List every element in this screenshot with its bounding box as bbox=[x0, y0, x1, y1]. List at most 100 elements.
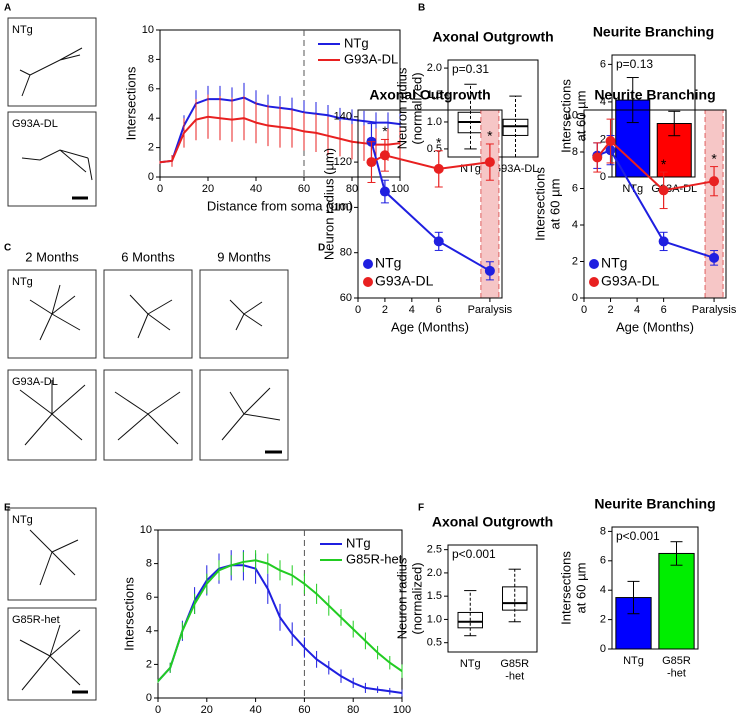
y-tick-label: 2 bbox=[572, 255, 578, 267]
neuron bbox=[114, 391, 181, 445]
x-tick-label: 100 bbox=[391, 183, 409, 195]
y-axis-label: at 60 µm bbox=[573, 91, 588, 142]
image bbox=[7, 111, 97, 207]
series-line bbox=[596, 139, 715, 192]
marker bbox=[709, 176, 720, 187]
plot-frame bbox=[357, 109, 503, 299]
y-tick-label: 80 bbox=[340, 247, 352, 259]
plot-frame bbox=[157, 529, 403, 699]
x-tick-label: NTg bbox=[460, 658, 481, 670]
y-tick-label: 8 bbox=[146, 558, 152, 570]
legend-label: NTg bbox=[375, 255, 401, 271]
y-tick-label: 1.0 bbox=[427, 613, 442, 625]
x-tick-label: 6 bbox=[436, 304, 442, 316]
plot-frame bbox=[159, 29, 401, 178]
p-value: p=0.31 bbox=[452, 62, 489, 76]
y-tick-label: 60 bbox=[340, 292, 352, 304]
legend-label: NTg bbox=[344, 35, 369, 50]
marker bbox=[658, 236, 669, 247]
x-tick-label: 60 bbox=[298, 704, 310, 716]
significance: * bbox=[711, 150, 717, 166]
x-tick-label: 100 bbox=[393, 704, 411, 716]
y-tick-label: 8 bbox=[600, 525, 606, 537]
chart: Neurite Branching p=0.13 0 2 4 6 Intersections… bbox=[558, 24, 714, 195]
x-tick-label: 6 bbox=[661, 304, 667, 316]
y-tick-label: 120 bbox=[334, 156, 352, 168]
image bbox=[7, 17, 97, 107]
plot-frame bbox=[611, 54, 696, 178]
x-tick-label: Paralysis bbox=[468, 304, 513, 316]
marker bbox=[433, 236, 444, 247]
highlight-band bbox=[704, 109, 724, 299]
y-tick-label: 6 bbox=[600, 58, 606, 70]
y-tick-label: 8 bbox=[572, 146, 578, 158]
series-line bbox=[371, 154, 491, 170]
y-tick-label: 2 bbox=[146, 658, 152, 670]
marker bbox=[433, 163, 444, 174]
legend-swatch bbox=[363, 259, 373, 269]
x-tick-label: 80 bbox=[347, 704, 359, 716]
y-axis-label: (normalized) bbox=[409, 562, 424, 634]
y-axis-label: Intersections bbox=[123, 66, 138, 140]
chart-title: Axonal Outgrowth bbox=[432, 514, 553, 530]
x-tick-label: 20 bbox=[201, 704, 213, 716]
chart: Neurite Branching p<0.001 0 2 4 6 8 Intersectio… bbox=[558, 496, 715, 680]
y-tick-label: 140 bbox=[334, 111, 352, 123]
y-tick-label: 1.5 bbox=[427, 590, 442, 602]
box bbox=[502, 586, 528, 611]
y-tick-label: 2 bbox=[148, 142, 154, 154]
marker bbox=[658, 185, 669, 196]
y-axis-label: Neuron radius bbox=[394, 557, 409, 639]
x-tick-label: 60 bbox=[298, 183, 310, 195]
x-tick-label: NTg bbox=[623, 655, 644, 667]
x-tick-label: 80 bbox=[346, 183, 358, 195]
legend-label: G93A-DL bbox=[375, 273, 434, 289]
series-line bbox=[157, 559, 403, 682]
y-tick-label: 4 bbox=[600, 584, 606, 596]
y-axis-label: Intersections bbox=[121, 577, 136, 651]
y-tick-label: 4 bbox=[146, 625, 152, 637]
x-axis-label: Age (Months) bbox=[616, 319, 694, 334]
p-value: p=0.13 bbox=[616, 57, 653, 71]
y-axis-label: Intersections bbox=[532, 167, 547, 241]
y-axis-label: Intersections bbox=[558, 551, 573, 625]
y-tick-label: 2.5 bbox=[427, 544, 442, 556]
neuron bbox=[21, 149, 93, 181]
y-tick-label: 0 bbox=[572, 292, 578, 304]
y-tick-label: 10 bbox=[142, 24, 154, 36]
plot-frame bbox=[611, 526, 699, 650]
y-axis-label: at 60 µm bbox=[547, 179, 562, 230]
y-tick-label: 8 bbox=[148, 53, 154, 65]
legend-label: G93A-DL bbox=[344, 51, 398, 66]
y-tick-label: 6 bbox=[600, 555, 606, 567]
legend-label: NTg bbox=[346, 535, 371, 550]
legend-swatch bbox=[363, 277, 373, 287]
marker bbox=[605, 136, 616, 147]
significance: * bbox=[382, 123, 388, 139]
marker bbox=[366, 157, 377, 168]
series-line bbox=[370, 141, 491, 272]
y-tick-label: 1.5 bbox=[427, 89, 442, 101]
x-tick-label: 40 bbox=[249, 704, 261, 716]
y-tick-label: 1.0 bbox=[427, 116, 442, 128]
p-value: p<0.001 bbox=[616, 529, 660, 543]
bar bbox=[658, 552, 695, 650]
marker bbox=[379, 150, 390, 161]
y-tick-label: 2 bbox=[600, 133, 606, 145]
y-axis-label: Intersections bbox=[558, 79, 573, 153]
legend-swatch bbox=[589, 277, 599, 287]
image bbox=[103, 369, 193, 461]
x-tick-label: 2 bbox=[382, 304, 388, 316]
image-label: G93A-DL bbox=[12, 118, 58, 130]
y-tick-label: 4 bbox=[600, 96, 606, 108]
y-tick-label: 6 bbox=[148, 83, 154, 95]
y-axis-label: (normalized) bbox=[409, 72, 424, 144]
significance: * bbox=[436, 134, 442, 150]
image bbox=[7, 369, 97, 461]
significance: * bbox=[487, 128, 493, 144]
y-tick-label: 0.5 bbox=[427, 637, 442, 649]
series-line bbox=[157, 564, 403, 694]
